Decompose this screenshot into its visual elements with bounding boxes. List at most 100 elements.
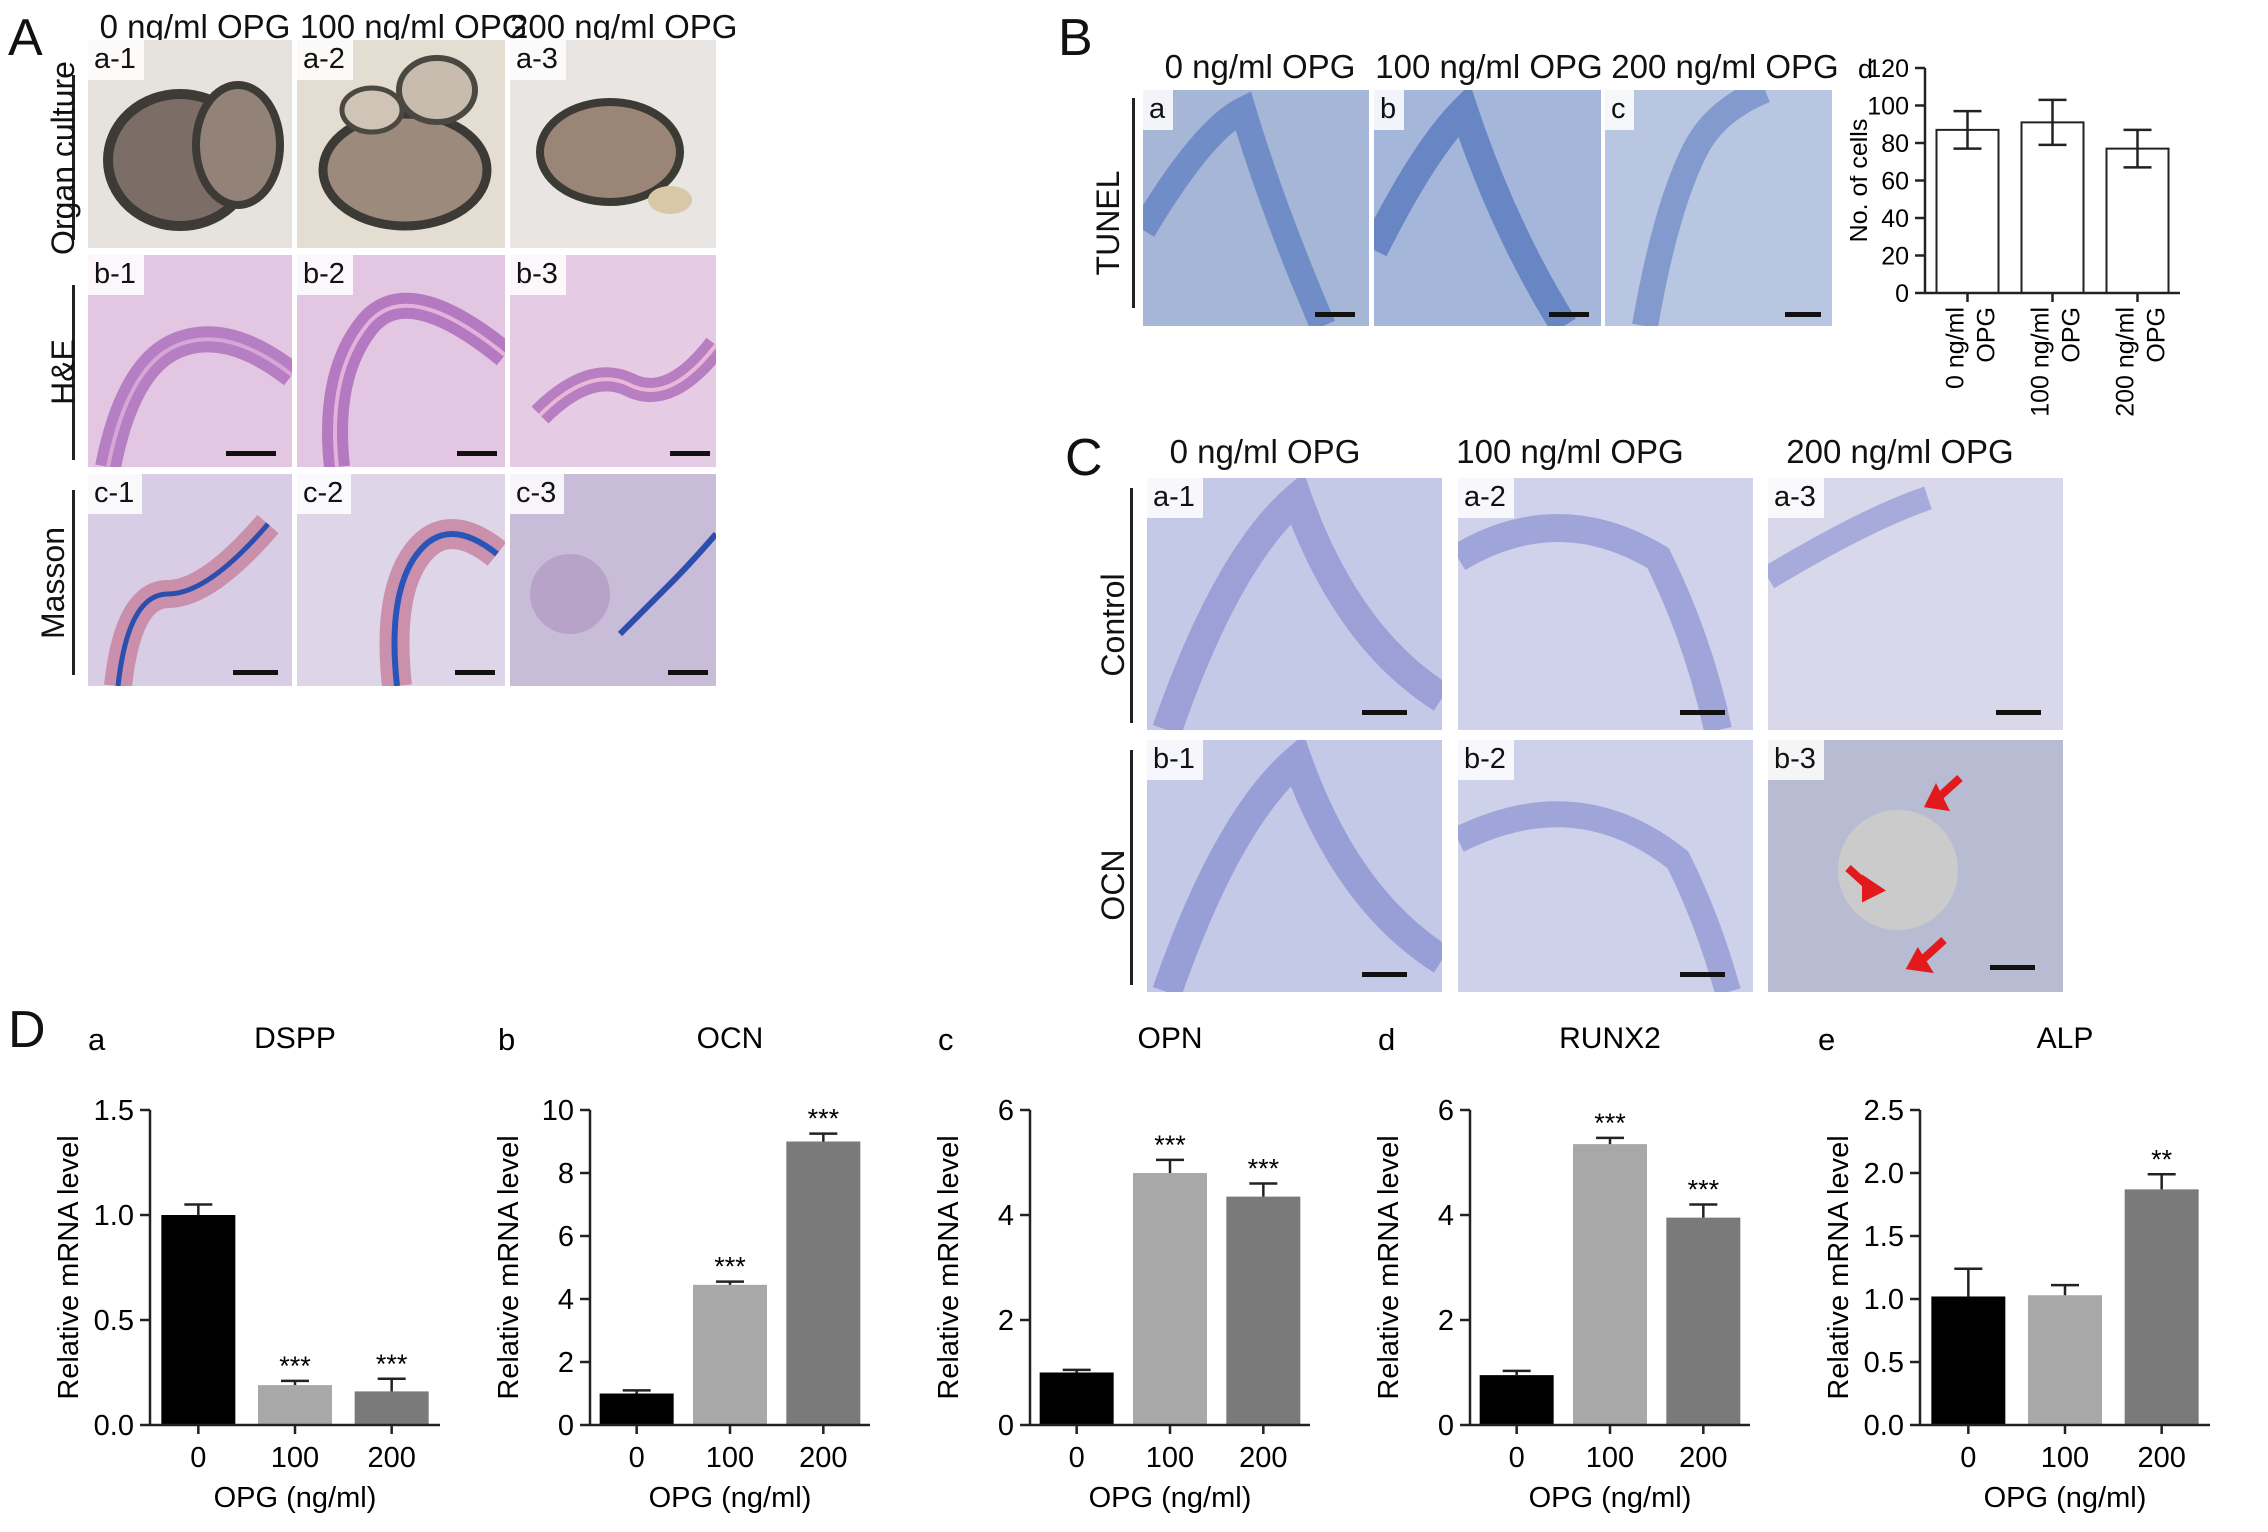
significance-label: *** (1248, 1154, 1280, 1184)
bar (1479, 1375, 1554, 1425)
masson-image-3: c-3 (510, 474, 716, 686)
masson-tag-2: c-2 (297, 474, 352, 514)
x-tick-label-line: OPG (2058, 307, 2086, 363)
x-tick-label-line: OPG (1973, 307, 2001, 363)
y-tick-label: 40 (1881, 205, 1909, 233)
ihc-ocn-tag-1: b-1 (1147, 740, 1203, 780)
panel-b-row-tunel: TUNEL (1090, 170, 1126, 276)
scale-bar (1990, 965, 2035, 970)
y-tick-label: 0 (1895, 280, 1909, 308)
arrow-icon (1845, 865, 1886, 903)
x-tick-label: 0 (1960, 1442, 1976, 1474)
masson-tag-3: c-3 (510, 474, 565, 514)
y-tick-label: 10 (542, 1095, 574, 1127)
y-tick-label: 0.0 (94, 1410, 134, 1442)
scale-bar (1680, 710, 1725, 715)
scale-bar (1680, 972, 1725, 977)
panel-c-row-divider-1 (1130, 488, 1133, 723)
organ-culture-tag-3: a-3 (510, 40, 566, 80)
panel-b-col-2: 200 ng/ml OPG (1611, 48, 1839, 85)
ihc-ocn-image-3: b-3 (1768, 740, 2063, 992)
tunel-image-1: a (1143, 90, 1369, 326)
y-axis-label: Relative mRNA level (1373, 1135, 1405, 1399)
x-axis-label: OPG (ng/ml) (214, 1482, 377, 1514)
organ-culture-tag-2: a-2 (297, 40, 353, 80)
significance-label: *** (279, 1351, 311, 1381)
y-tick-label: 80 (1881, 130, 1909, 158)
bar (1931, 1296, 2006, 1425)
panel-c-row-ocn: OCN (1095, 849, 1131, 921)
y-tick-label: 2.5 (1864, 1095, 1904, 1127)
tunel-tag-2: b (1374, 90, 1405, 130)
x-tick-label-line: 0 ng/ml (1942, 307, 1970, 389)
organ-culture-image-1: a-1 (88, 40, 292, 248)
x-tick-label: 100 (1586, 1442, 1634, 1474)
x-tick-label: 0 (1509, 1442, 1525, 1474)
scale-bar (670, 451, 710, 456)
panel-c-col-0: 0 ng/ml OPG (1169, 433, 1361, 470)
masson-image-2: c-2 (297, 474, 505, 686)
bar (693, 1284, 767, 1425)
scale-bar (1785, 312, 1821, 317)
ocn-chart: b OCN 0 *** 100 *** 200 0 2 4 6 8 10 Relative mRNA le… (493, 1022, 870, 1514)
tunel-tag-3: c (1605, 90, 1634, 130)
bar (786, 1141, 861, 1425)
bar (1935, 128, 2000, 294)
significance-label: *** (1594, 1108, 1626, 1138)
chart-tag: a (88, 1022, 106, 1057)
panel-a-row-masson: Masson (35, 526, 71, 640)
y-tick-label: 1.5 (1864, 1221, 1904, 1253)
y-tick-label: 0 (558, 1410, 574, 1442)
x-tick-label: 200 (367, 1442, 415, 1474)
y-tick-label: 2 (998, 1305, 1014, 1337)
ihc-control-image-2: a-2 (1458, 478, 1753, 730)
ihc-ocn-tag-2: b-2 (1458, 740, 1514, 780)
bar (1039, 1372, 1114, 1425)
y-tick-label: 4 (558, 1284, 574, 1316)
bar (1226, 1196, 1301, 1425)
alp-chart: e ALP 0 100 ** 200 0.0 0.5 1.0 1.5 2.0 2.5 Relative … (1818, 1022, 2210, 1514)
y-axis-label: No. of cells (1850, 119, 1873, 243)
y-tick-label: 4 (1438, 1200, 1454, 1232)
chart-title: DSPP (254, 1022, 336, 1055)
y-axis-label: Relative mRNA level (493, 1135, 525, 1399)
runx2-chart: d RUNX2 0 *** 100 *** 200 0 2 4 6 Relative mRNA lev… (1373, 1022, 1750, 1514)
scale-bar (1549, 312, 1589, 317)
ihc-control-image-3: a-3 (1768, 478, 2063, 730)
tunel-image-3: c (1605, 90, 1832, 326)
x-axis-label: OPG (ng/ml) (649, 1482, 812, 1514)
y-tick-label: 1.5 (94, 1095, 134, 1127)
chart-title: OCN (697, 1022, 764, 1055)
panel-a-row-organ-culture: Organ culture (45, 61, 81, 255)
x-tick-label-line: OPG (2143, 307, 2171, 363)
chart-title: RUNX2 (1559, 1022, 1661, 1055)
x-tick-label: 100 (1146, 1442, 1194, 1474)
he-tag-2: b-2 (297, 255, 353, 295)
y-tick-label: 4 (998, 1200, 1014, 1232)
bar (1666, 1217, 1741, 1425)
chart-tag: c (938, 1022, 954, 1057)
scale-bar (233, 670, 278, 675)
x-tick-label: 0 ng/ml OPG (1942, 307, 2001, 389)
bar (599, 1393, 674, 1425)
scale-bar (1996, 710, 2041, 715)
y-tick-label: 100 (1867, 92, 1909, 120)
panel-b-label: B (1058, 9, 1093, 67)
panel-a-row-divider-2 (72, 285, 75, 460)
significance-label: *** (376, 1349, 408, 1379)
chart-tag: b (498, 1022, 515, 1057)
y-tick-label: 2 (1438, 1305, 1454, 1337)
panel-a-row-he: H&E (45, 339, 81, 405)
he-image-1: b-1 (88, 255, 292, 467)
y-tick-label: 2.0 (1864, 1158, 1904, 1190)
y-tick-label: 0.5 (94, 1305, 134, 1337)
chart-tag: e (1818, 1022, 1835, 1057)
opn-chart: c OPN 0 *** 100 *** 200 0 2 4 6 Relative mRNA level… (933, 1022, 1310, 1514)
panel-a-row-divider-3 (72, 490, 75, 675)
y-tick-label: 120 (1867, 55, 1909, 83)
y-tick-label: 0.0 (1864, 1410, 1904, 1442)
x-tick-label: 100 (2041, 1442, 2089, 1474)
tunel-image-2: b (1374, 90, 1601, 326)
y-axis-label: Relative mRNA level (1823, 1135, 1855, 1399)
panel-c-row-control: Control (1095, 573, 1131, 677)
